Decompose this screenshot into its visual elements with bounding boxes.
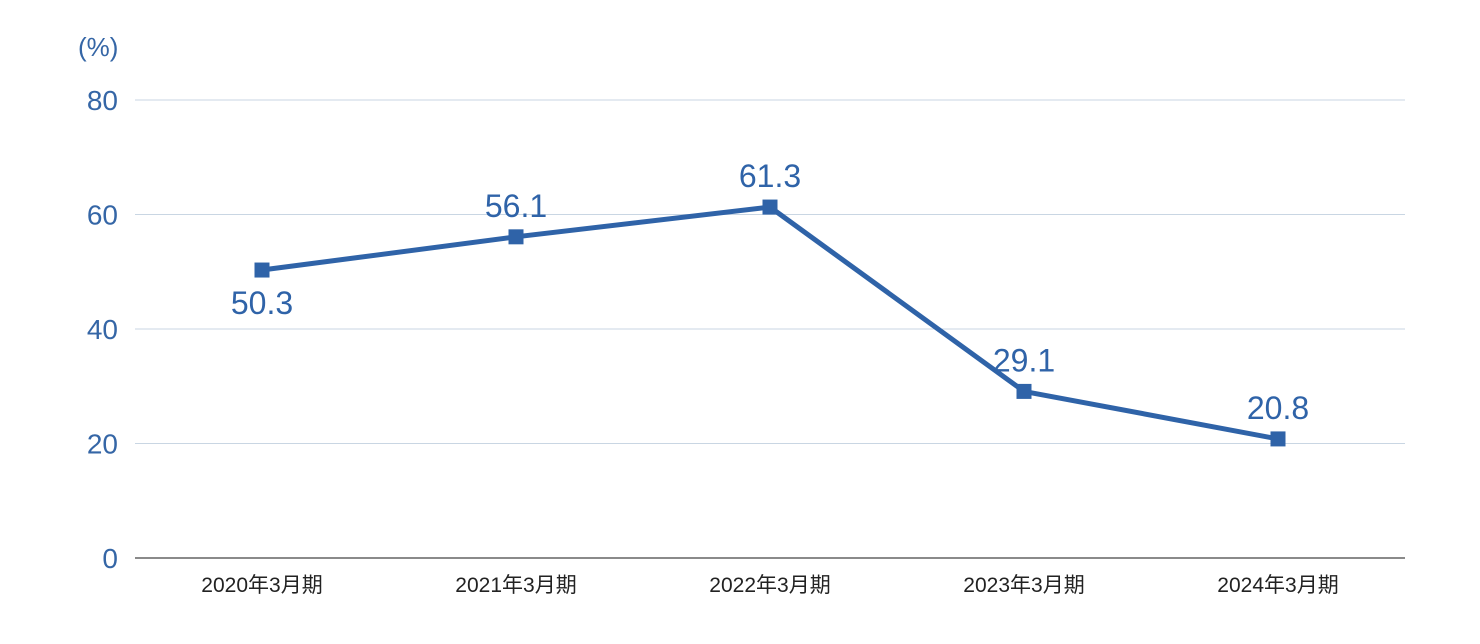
data-point-marker <box>1016 383 1032 399</box>
x-tick-label: 2022年3月期 <box>709 574 830 597</box>
data-label: 56.1 <box>485 188 547 224</box>
y-tick-label: 60 <box>87 200 118 231</box>
data-label: 29.1 <box>993 342 1055 378</box>
data-labels: 50.3 56.1 61.3 29.1 20.8 <box>231 158 1309 426</box>
data-point-marker <box>1270 431 1286 447</box>
data-series <box>254 199 1286 447</box>
data-label: 50.3 <box>231 285 293 321</box>
data-point-marker <box>254 262 270 278</box>
y-tick-label: 0 <box>102 543 118 574</box>
y-axis: 0 20 40 60 80 <box>87 85 118 574</box>
data-label: 20.8 <box>1247 390 1309 426</box>
data-point-marker <box>762 199 778 215</box>
y-axis-unit-label: (%) <box>78 32 119 62</box>
x-tick-label: 2023年3月期 <box>963 574 1084 597</box>
data-label: 61.3 <box>739 158 801 194</box>
y-tick-label: 80 <box>87 85 118 116</box>
x-tick-label: 2021年3月期 <box>455 574 576 597</box>
data-point-marker <box>508 229 524 245</box>
y-tick-label: 40 <box>87 314 118 345</box>
x-tick-label: 2024年3月期 <box>1217 574 1338 597</box>
x-axis: 2020年3月期 2021年3月期 2022年3月期 2023年3月期 2024年3月期 <box>135 557 1405 597</box>
x-tick-label: 2020年3月期 <box>201 574 322 597</box>
series-line <box>261 204 1279 442</box>
gridlines <box>135 99 1405 444</box>
y-tick-label: 20 <box>87 429 118 460</box>
